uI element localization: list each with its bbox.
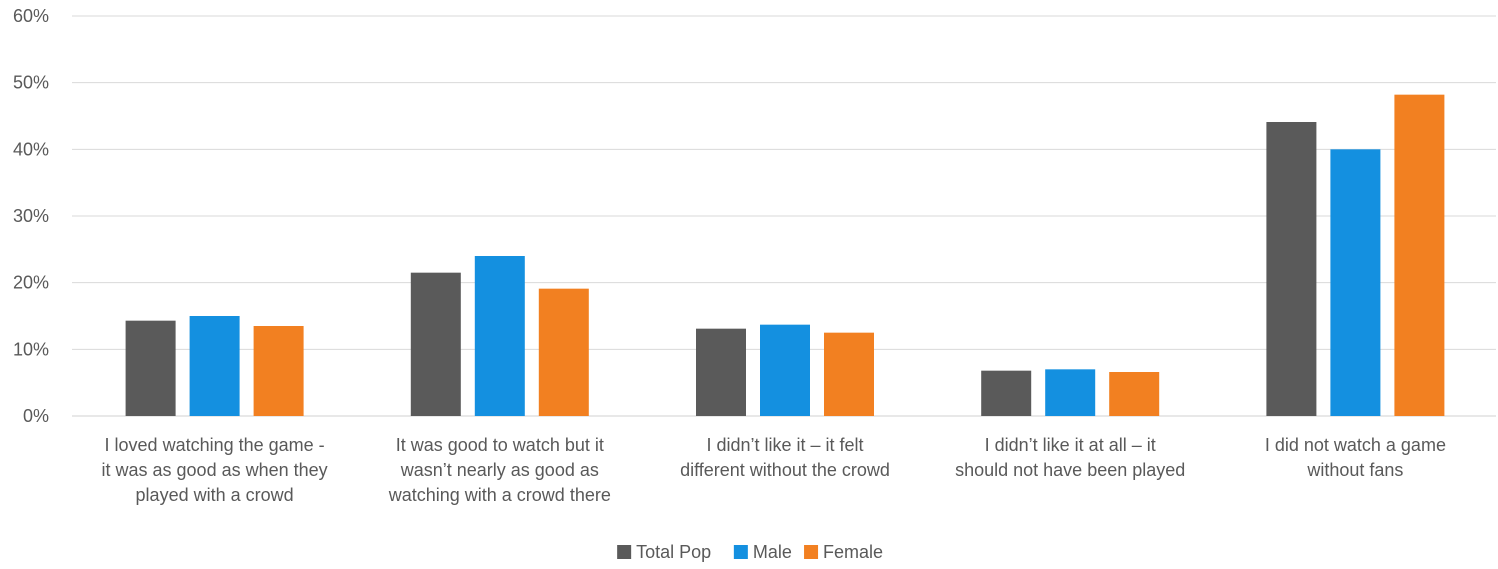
x-category-label: I didn’t like it – it felt different with… bbox=[680, 435, 890, 480]
legend-swatch-female bbox=[804, 545, 819, 559]
y-tick-label: 0% bbox=[23, 406, 49, 426]
legend: Total Pop Male Female bbox=[617, 542, 883, 562]
legend-label-female: Female bbox=[823, 542, 883, 562]
bar-male bbox=[474, 256, 525, 416]
bar-male bbox=[1330, 149, 1381, 417]
bar-male bbox=[1045, 369, 1096, 416]
bar-female bbox=[538, 288, 589, 416]
legend-label-total-pop: Total Pop bbox=[636, 542, 711, 562]
bar-total-pop bbox=[1266, 122, 1317, 416]
y-tick-label: 60% bbox=[13, 6, 49, 26]
bar-total-pop bbox=[696, 328, 746, 416]
bar-male bbox=[189, 316, 240, 416]
x-category-label: I did not watch a game without fans bbox=[1265, 435, 1446, 480]
bar-male bbox=[760, 324, 810, 416]
x-category-label: It was good to watch but it wasn’t nearly… bbox=[388, 435, 611, 505]
gridlines bbox=[72, 15, 1496, 417]
y-axis-tick-labels: 0% 10% 20% 30% 40% 50% 60% bbox=[13, 6, 49, 426]
bar-female bbox=[1394, 94, 1445, 417]
bars bbox=[125, 94, 1445, 417]
bar-total-pop bbox=[125, 320, 176, 416]
x-category-label: I loved watching the game -it was as goo… bbox=[102, 435, 328, 505]
y-tick-label: 50% bbox=[13, 73, 49, 93]
legend-label-male: Male bbox=[753, 542, 792, 562]
y-tick-label: 40% bbox=[13, 139, 49, 159]
bar-female bbox=[253, 326, 304, 416]
y-tick-label: 30% bbox=[13, 206, 49, 226]
x-category-label: I didn’t like it at all – it should not h… bbox=[955, 435, 1185, 480]
legend-swatch-male bbox=[733, 545, 748, 559]
bar-total-pop bbox=[410, 272, 461, 416]
bar-female bbox=[824, 332, 874, 416]
bar-female bbox=[1109, 372, 1160, 416]
y-tick-label: 10% bbox=[13, 339, 49, 359]
legend-swatch-total-pop bbox=[617, 545, 632, 559]
bar-total-pop bbox=[981, 370, 1032, 416]
y-tick-label: 20% bbox=[13, 273, 49, 293]
x-axis-category-labels: I loved watching the game -it was as goo… bbox=[102, 435, 1446, 505]
